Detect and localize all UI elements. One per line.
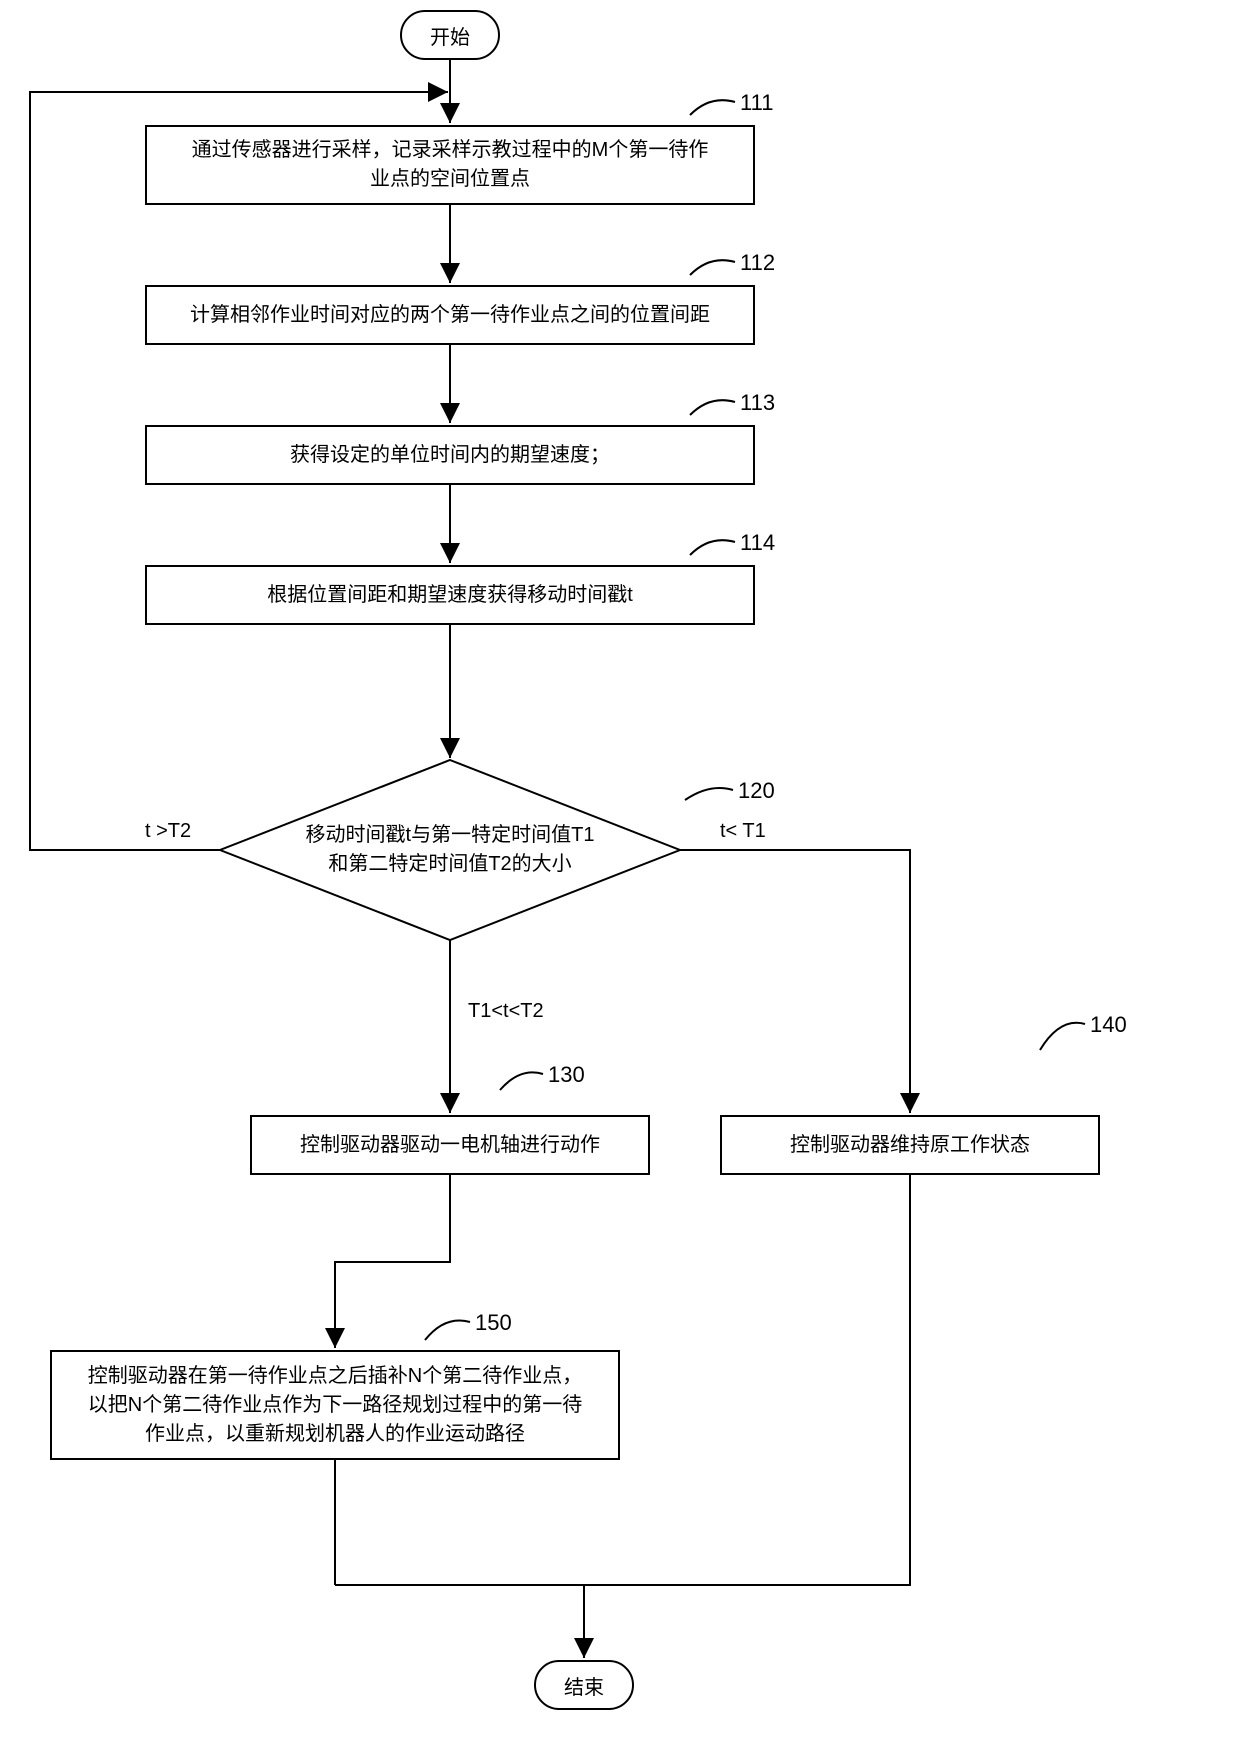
- label-130: 130: [548, 1062, 585, 1088]
- box-111: 通过传感器进行采样，记录采样示教过程中的M个第一待作 业点的空间位置点: [145, 125, 755, 205]
- label-112: 112: [740, 250, 775, 276]
- box-113: 获得设定的单位时间内的期望速度；: [145, 425, 755, 485]
- cond-right: t< T1: [720, 820, 766, 843]
- end-terminator: 结束: [534, 1660, 634, 1710]
- label-150: 150: [475, 1310, 512, 1336]
- start-terminator: 开始: [400, 10, 500, 60]
- box-150: 控制驱动器在第一待作业点之后插补N个第二待作业点， 以把N个第二待作业点作为下一…: [50, 1350, 620, 1460]
- decision-120-shape: [220, 760, 680, 940]
- box-140: 控制驱动器维持原工作状态: [720, 1115, 1100, 1175]
- flowchart-canvas: 开始 结束 通过传感器进行采样，记录采样示教过程中的M个第一待作 业点的空间位置…: [0, 0, 1240, 1754]
- label-114: 114: [740, 530, 775, 556]
- box-112: 计算相邻作业时间对应的两个第一待作业点之间的位置间距: [145, 285, 755, 345]
- label-140: 140: [1090, 1012, 1127, 1038]
- box-114: 根据位置间距和期望速度获得移动时间戳t: [145, 565, 755, 625]
- label-113: 113: [740, 390, 775, 416]
- label-120: 120: [738, 778, 775, 804]
- label-111: 111: [740, 90, 773, 116]
- cond-down: T1<t<T2: [468, 1000, 544, 1023]
- cond-left: t >T2: [145, 820, 191, 843]
- box-130: 控制驱动器驱动一电机轴进行动作: [250, 1115, 650, 1175]
